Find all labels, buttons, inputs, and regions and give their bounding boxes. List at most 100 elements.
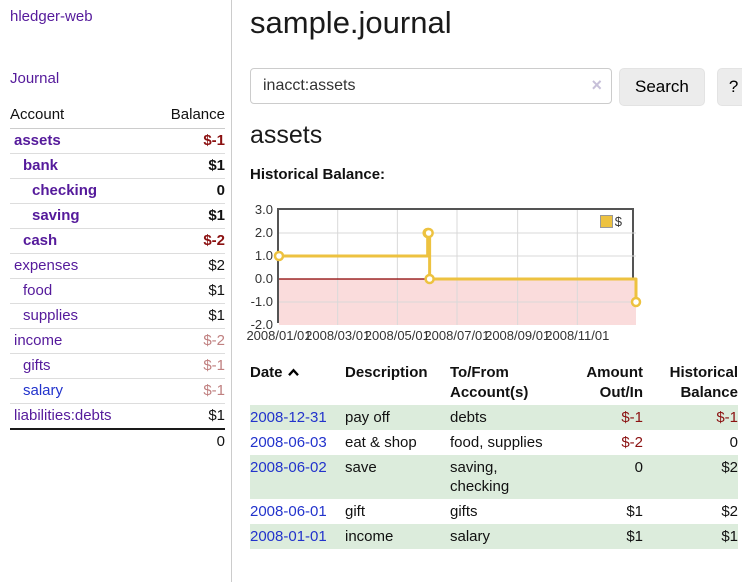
register-header-amount: Amount Out/In bbox=[586, 364, 643, 401]
transaction-date-link[interactable]: 2008-01-01 bbox=[250, 528, 327, 545]
transaction-description: gift bbox=[345, 503, 366, 520]
y-tick-label: 0.0 bbox=[254, 271, 273, 286]
transaction-accounts: gifts bbox=[450, 503, 478, 520]
transaction-amount: $-1 bbox=[621, 409, 643, 426]
account-row: assets $-1 bbox=[10, 129, 225, 154]
transaction-description: income bbox=[345, 528, 394, 545]
register-header-date[interactable]: Date bbox=[250, 361, 345, 405]
transaction-date-link[interactable]: 2008-12-31 bbox=[250, 409, 327, 426]
transaction-balance: $-1 bbox=[716, 409, 738, 426]
account-name-cell: food bbox=[10, 278, 151, 304]
chart-svg bbox=[273, 210, 642, 325]
sidebar-account-link[interactable]: gifts bbox=[23, 357, 51, 374]
sidebar-account-link[interactable]: cash bbox=[23, 232, 58, 249]
y-tick-label: -2.0 bbox=[250, 317, 273, 332]
sidebar-account-link[interactable]: liabilities:debts bbox=[14, 407, 112, 424]
transaction-accounts: salary bbox=[450, 528, 491, 545]
sidebar: hledger-web Journal Account Balance asse… bbox=[10, 0, 225, 454]
register-header-tofrom: To/From Account(s) bbox=[450, 364, 529, 401]
sort-ascending-icon bbox=[287, 368, 299, 376]
data-point-marker bbox=[630, 296, 642, 308]
account-row: gifts $-1 bbox=[10, 353, 225, 379]
help-button[interactable]: ? bbox=[716, 68, 742, 106]
search-button[interactable]: Search bbox=[619, 68, 705, 106]
transaction-date-link[interactable]: 2008-06-02 bbox=[250, 459, 327, 476]
clear-search-icon[interactable]: × bbox=[591, 75, 602, 95]
account-balance: $1 bbox=[150, 303, 225, 329]
transaction-amount: $-2 bbox=[621, 434, 643, 451]
accounts-total-row: 0 bbox=[10, 428, 225, 454]
main-content: sample.journal × Search ? assets Histori… bbox=[246, 0, 742, 549]
transaction-amount: $1 bbox=[626, 528, 643, 545]
account-balance: 0 bbox=[150, 178, 225, 204]
accounts-total-spacer bbox=[10, 428, 151, 454]
transaction-date-cell: 2008-06-02 bbox=[250, 455, 345, 499]
account-name-cell: checking bbox=[10, 178, 151, 204]
account-balance: $-1 bbox=[203, 132, 225, 149]
sidebar-divider bbox=[231, 0, 232, 582]
transaction-date-cell: 2008-06-01 bbox=[250, 499, 345, 524]
account-row: bank $1 bbox=[10, 153, 225, 179]
app-title[interactable]: hledger-web bbox=[10, 8, 93, 25]
register-header-date-label: Date bbox=[250, 364, 283, 381]
account-balance: $1 bbox=[150, 203, 225, 229]
account-row: checking 0 bbox=[10, 178, 225, 204]
sidebar-account-link[interactable]: food bbox=[23, 282, 53, 299]
accounts-header-row: Account Balance bbox=[10, 103, 225, 129]
register-table-body: 2008-12-31 pay off debts $-1 $-1 2008-06-03 ea… bbox=[250, 405, 738, 549]
transaction-row: 2008-01-01 income salary $1 $1 bbox=[250, 524, 738, 549]
search-box: × bbox=[250, 68, 612, 104]
sidebar-account-link[interactable]: assets bbox=[14, 132, 61, 149]
transaction-balance: $2 bbox=[721, 459, 738, 476]
transaction-date-link[interactable]: 2008-06-03 bbox=[250, 434, 327, 451]
account-name-cell: income bbox=[10, 328, 151, 354]
transaction-amount: $1 bbox=[626, 503, 643, 520]
transaction-balance: 0 bbox=[729, 434, 738, 451]
data-point-marker bbox=[423, 227, 434, 239]
account-name-cell: salary bbox=[10, 378, 151, 404]
transaction-row: 2008-12-31 pay off debts $-1 $-1 bbox=[250, 405, 738, 430]
transaction-date-cell: 2008-06-03 bbox=[250, 430, 345, 455]
account-row: salary $-1 bbox=[10, 378, 225, 404]
account-row: liabilities:debts $1 bbox=[10, 403, 225, 429]
account-balance: $1 bbox=[150, 403, 225, 429]
account-row: income $-2 bbox=[10, 328, 225, 354]
account-balance: $-2 bbox=[150, 228, 225, 254]
account-heading: assets bbox=[250, 121, 323, 149]
search-input[interactable] bbox=[250, 68, 612, 104]
transaction-accounts: saving, checking bbox=[450, 459, 510, 495]
transaction-description: save bbox=[345, 459, 377, 476]
legend-label: $ bbox=[614, 214, 622, 229]
legend-swatch bbox=[599, 215, 613, 228]
accounts-header-account: Account bbox=[10, 103, 151, 129]
transaction-row: 2008-06-02 save saving, checking 0 $2 bbox=[250, 455, 738, 499]
sidebar-account-link[interactable]: expenses bbox=[14, 257, 79, 274]
sidebar-account-link[interactable]: bank bbox=[23, 157, 59, 174]
balance-chart: $ 3.0 2.0 1.0 0.0 -1.0 -2.0 2008/01/01 2008/03… bbox=[246, 202, 642, 343]
x-tick-label: 2008/01/01 bbox=[246, 328, 312, 343]
accounts-header-balance: Balance bbox=[150, 103, 225, 129]
account-name-cell: supplies bbox=[10, 303, 151, 329]
transaction-amount: 0 bbox=[634, 459, 643, 476]
account-name-cell: bank bbox=[10, 153, 151, 179]
x-tick-label: 2008/03/01 bbox=[305, 328, 371, 343]
account-row: supplies $1 bbox=[10, 303, 225, 329]
sidebar-account-link[interactable]: salary bbox=[23, 382, 64, 399]
y-tick-label: -1.0 bbox=[250, 294, 273, 309]
sidebar-account-link[interactable]: saving bbox=[32, 207, 80, 224]
journal-nav-link[interactable]: Journal bbox=[10, 70, 60, 87]
data-point-marker bbox=[424, 273, 435, 285]
account-name-cell: expenses bbox=[10, 253, 151, 279]
account-balance: $-1 bbox=[150, 353, 225, 379]
transaction-date-cell: 2008-12-31 bbox=[250, 405, 345, 430]
sidebar-account-link[interactable]: checking bbox=[32, 182, 98, 199]
account-name-cell: saving bbox=[10, 203, 151, 229]
account-row: expenses $2 bbox=[10, 253, 225, 279]
y-tick-label: 3.0 bbox=[254, 202, 273, 217]
register-header-row: Date Description To/From Account(s) Amou… bbox=[250, 361, 738, 405]
sidebar-account-link[interactable]: supplies bbox=[23, 307, 79, 324]
search-bar: × Search ? bbox=[250, 68, 742, 106]
transaction-date-link[interactable]: 2008-06-01 bbox=[250, 503, 327, 520]
sidebar-account-link[interactable]: income bbox=[14, 332, 63, 349]
